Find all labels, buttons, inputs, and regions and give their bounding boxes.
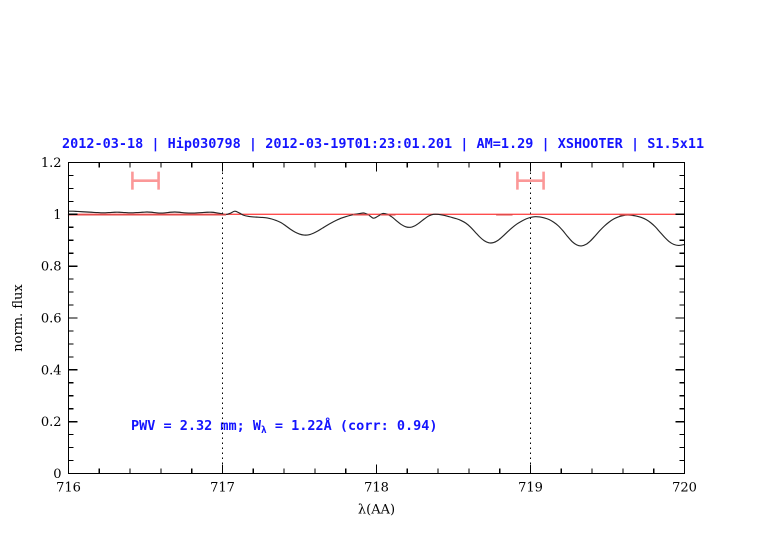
plot-header-title: 2012-03-18 | Hip030798 | 2012-03-19T01:2… (62, 136, 705, 152)
axis-frame-layer (67, 161, 686, 475)
tick-label-layer: 716 717 718 719 720 0 0.2 0.4 0.6 0.8 1 1.2 (41, 156, 697, 496)
axis-title-layer: λ(AA) norm. flux (11, 284, 395, 518)
grid-layer (222, 162, 531, 474)
error-bar-1 (516, 171, 545, 190)
axis-frame (67, 161, 686, 475)
ytick-label-0.6: 0.6 (41, 312, 62, 327)
error-bar-0 (131, 171, 160, 190)
ytick-label-0.8: 0.8 (41, 260, 62, 275)
annotation-prefix: PWV = 2.32 mm; W (131, 418, 262, 434)
xtick-label-716: 716 (56, 481, 81, 496)
error-bar-layer (131, 171, 545, 190)
x-axis-title: λ(AA) (358, 503, 395, 518)
ytick-label-1.2: 1.2 (41, 156, 62, 171)
xtick-label-720: 720 (672, 481, 697, 496)
annotation-subscript: λ (261, 425, 267, 436)
ytick-label-0.2: 0.2 (41, 415, 62, 430)
spectrum-curve (67, 210, 686, 247)
xtick-label-718: 718 (364, 481, 389, 496)
ytick-label-0: 0 (53, 467, 61, 482)
xtick-label-719: 719 (518, 481, 543, 496)
pwv-annotation: PWV = 2.32 mm; Wλ = 1.22Å (corr: 0.94) (131, 418, 438, 436)
annotation-suffix: = 1.22Å (corr: 0.94) (266, 418, 438, 434)
ytick-label-1: 1 (53, 208, 61, 223)
y-axis-title: norm. flux (11, 284, 26, 352)
spectrum-curve-layer (67, 210, 686, 247)
ytick-label-0.4: 0.4 (41, 363, 62, 378)
xtick-label-717: 717 (210, 481, 235, 496)
